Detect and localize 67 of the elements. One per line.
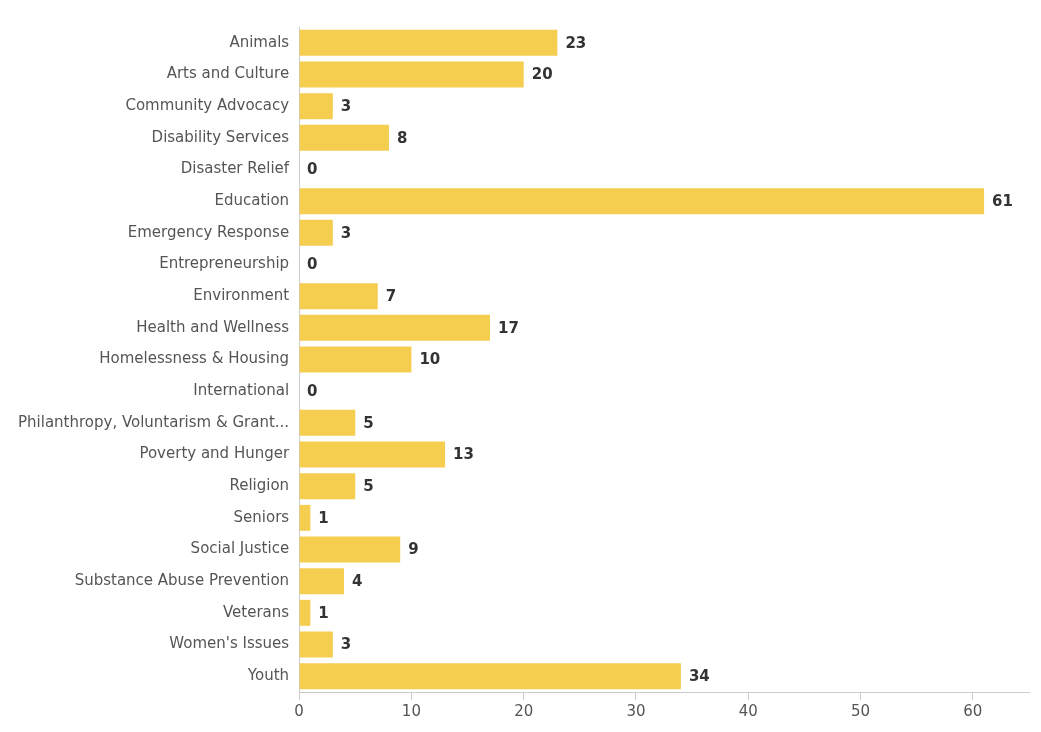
bar [299, 441, 446, 468]
data-label: 7 [385, 287, 397, 306]
bar [299, 314, 491, 341]
data-label: 0 [307, 382, 318, 401]
y-tick-label: Religion [229, 476, 290, 495]
data-label: 4 [352, 572, 363, 591]
y-tick-label: Emergency Response [127, 222, 290, 241]
y-tick-label: Disaster Relief [180, 159, 290, 178]
x-tick-label: 30 [626, 701, 646, 720]
data-label: 0 [307, 255, 318, 274]
data-label: 5 [363, 413, 374, 432]
bar [299, 473, 356, 500]
y-tick-label: Homelessness & Housing [99, 349, 290, 368]
bar [299, 124, 389, 151]
y-tick-label: Seniors [233, 507, 290, 526]
bar [299, 219, 333, 246]
bar [299, 29, 558, 56]
bar [299, 631, 333, 658]
y-tick-label: Arts and Culture [166, 64, 290, 83]
bar [299, 504, 311, 531]
data-label: 9 [408, 540, 419, 559]
data-label: 1 [318, 603, 329, 622]
y-tick-label: Environment [193, 286, 290, 305]
bar [299, 283, 378, 310]
bar [299, 409, 356, 436]
data-label: 3 [340, 635, 352, 654]
y-tick-label: Poverty and Hunger [139, 444, 290, 463]
x-tick-label: 0 [294, 701, 304, 720]
data-label: 10 [419, 350, 441, 369]
x-tick-label: 20 [514, 701, 534, 720]
data-label: 34 [688, 667, 710, 686]
bar [299, 599, 311, 626]
bar [299, 188, 985, 215]
y-tick-label: Animals [229, 32, 290, 51]
x-tick-label: 40 [738, 701, 758, 720]
data-label: 13 [453, 445, 474, 464]
y-tick-label: Substance Abuse Prevention [74, 571, 290, 590]
y-tick-label: Education [214, 191, 290, 210]
bar [299, 61, 524, 88]
y-tick-label: International [193, 381, 290, 400]
bar [299, 536, 401, 563]
y-tick-label: Women's Issues [169, 634, 290, 653]
data-label: 8 [396, 128, 408, 147]
x-tick-label: 10 [401, 701, 421, 720]
y-tick-label: Community Advocacy [125, 96, 290, 115]
bar [299, 93, 333, 120]
data-label: 0 [307, 160, 318, 179]
bar [299, 346, 412, 373]
bar [299, 568, 345, 595]
data-label: 1 [318, 508, 329, 527]
x-tick-label: 50 [851, 701, 871, 720]
y-tick-label: Veterans [223, 602, 290, 621]
data-label: 23 [565, 33, 587, 52]
bar [299, 663, 681, 690]
data-label: 20 [531, 65, 553, 84]
data-label: 61 [992, 192, 1013, 211]
data-label: 5 [363, 477, 374, 496]
x-tick-label: 60 [963, 701, 983, 720]
data-label: 3 [340, 97, 352, 116]
y-tick-label: Health and Wellness [136, 317, 290, 336]
y-tick-label: Entrepreneurship [159, 254, 290, 273]
data-label: 17 [498, 318, 519, 337]
y-tick-label: Social Justice [190, 539, 290, 558]
y-tick-label: Youth [246, 666, 290, 685]
y-tick-label: Philanthropy, Voluntarism & Grant... [18, 412, 290, 431]
data-label: 3 [340, 223, 352, 242]
y-tick-label: Disability Services [151, 127, 290, 146]
